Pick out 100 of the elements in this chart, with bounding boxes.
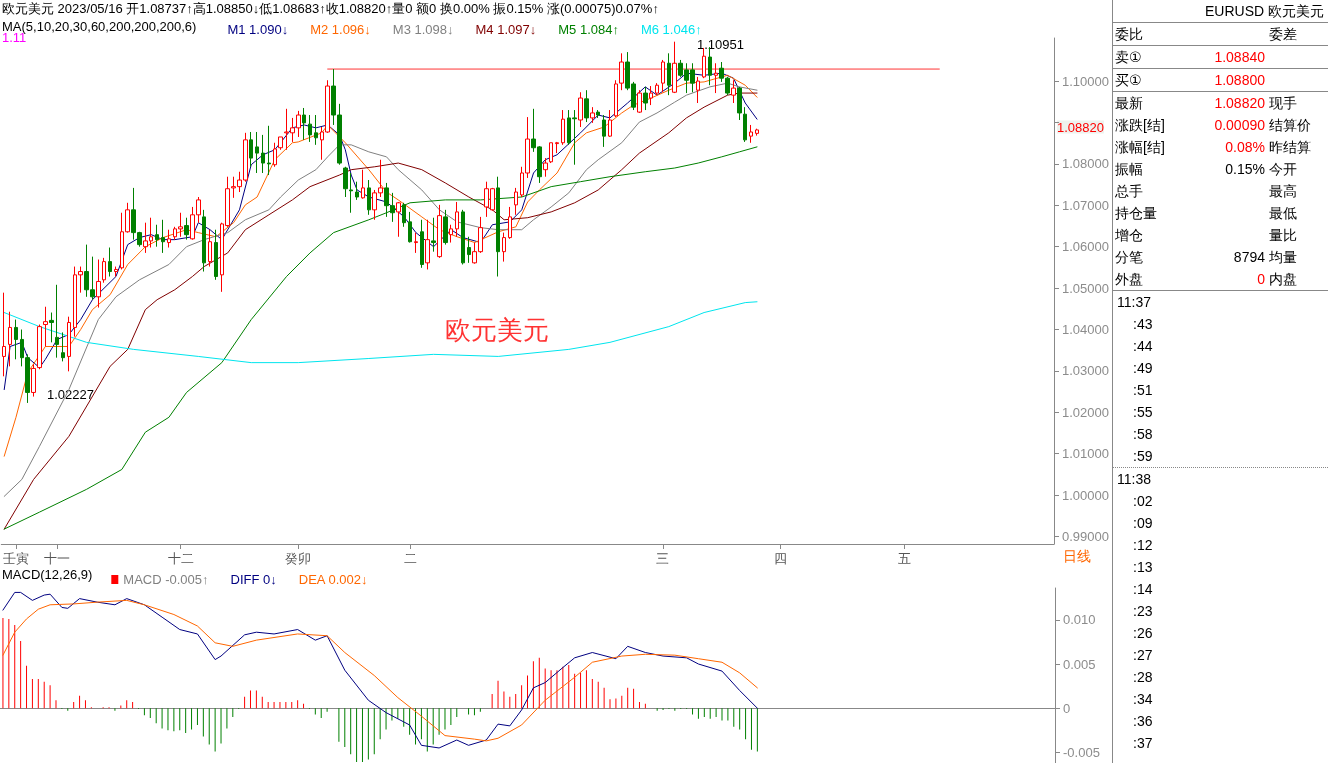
candlestick — [55, 284, 59, 359]
candlestick — [43, 306, 48, 347]
y-tick-label: 1.01000 — [1062, 446, 1110, 462]
text: 0 — [1256, 270, 1266, 289]
text: :28 — [1132, 668, 1154, 687]
legend-label: MACD -0.005↑ — [123, 572, 209, 587]
line-series — [3, 301, 758, 364]
candlestick — [367, 179, 371, 216]
text: 昨结算 — [1269, 138, 1312, 157]
candlestick — [343, 166, 348, 198]
y-tick-label: 1.08000 — [1062, 156, 1110, 172]
candlestick — [702, 47, 706, 79]
line-series — [3, 72, 758, 391]
y-tick-label: 1.05000 — [1062, 280, 1110, 296]
text: 11:38 — [1116, 470, 1152, 489]
y-tick-label: 1.10000 — [1062, 73, 1110, 89]
text: 涨跌[结] — [1115, 116, 1166, 135]
y-tick-label: 1.03000 — [1062, 363, 1110, 379]
candlestick — [108, 247, 112, 278]
text: :36 — [1132, 712, 1154, 731]
text: :49 — [1132, 359, 1154, 378]
text: 委差 — [1269, 25, 1298, 44]
text: 1.08840 — [1213, 48, 1266, 67]
text: 最新 — [1115, 94, 1144, 113]
candlestick — [96, 259, 101, 309]
candlestick — [278, 136, 283, 151]
x-tick-label: 十二 — [167, 551, 194, 566]
candlestick — [261, 134, 265, 174]
text: 最高 — [1269, 182, 1298, 201]
y-tick-label: -0.005 — [1063, 744, 1100, 760]
candlestick — [102, 257, 106, 284]
candlestick — [349, 172, 353, 214]
candlestick — [543, 157, 548, 178]
candlestick — [355, 181, 359, 201]
text: M2 1.096↓ — [310, 22, 371, 37]
candlestick — [590, 106, 595, 124]
candlestick — [637, 89, 642, 114]
text: 内盘 — [1269, 270, 1298, 289]
candlestick — [467, 236, 471, 264]
text: DEA 0.002↓ — [298, 572, 368, 587]
candlestick — [443, 209, 448, 246]
candlestick — [549, 142, 553, 164]
text: 1.08820 — [1213, 94, 1266, 113]
text: 委比 — [1115, 25, 1144, 44]
text: :34 — [1132, 690, 1154, 709]
text: M6 1.046↑ — [640, 22, 702, 37]
text: 现手 — [1269, 94, 1298, 113]
candlestick — [502, 232, 506, 263]
candlestick — [596, 109, 600, 119]
text: M5 1.084↑ — [558, 22, 619, 37]
candlestick — [749, 124, 753, 144]
candlestick — [155, 224, 159, 248]
text: 持仓量 — [1115, 204, 1158, 223]
candlestick — [49, 312, 54, 343]
candlestick — [578, 91, 583, 128]
y-tick-label: 0.005 — [1063, 656, 1096, 672]
text: :51 — [1132, 381, 1154, 400]
candlestick — [308, 114, 312, 143]
text: :09 — [1132, 514, 1154, 533]
text: :02 — [1132, 492, 1154, 511]
candlestick — [696, 76, 700, 104]
candlestick — [431, 217, 436, 253]
text: :12 — [1132, 536, 1154, 555]
candlestick — [14, 319, 18, 360]
text: 最低 — [1269, 204, 1298, 223]
candlestick — [655, 82, 659, 96]
text: :59 — [1113, 445, 1328, 468]
text: 11:37 — [1116, 293, 1152, 312]
candlestick — [31, 363, 36, 398]
legend-title: MACD(12,26,9) — [2, 567, 93, 582]
candlestick — [425, 219, 430, 270]
candlestick — [661, 59, 665, 93]
text: 量比 — [1269, 226, 1298, 245]
candlestick — [255, 131, 259, 174]
candlestick — [37, 324, 42, 370]
text: 1.08820 — [1057, 119, 1104, 135]
text: 0.08% — [1224, 138, 1266, 157]
x-tick-label: 五 — [897, 551, 911, 566]
x-tick-label: 十一 — [44, 551, 71, 566]
candlestick — [667, 52, 671, 96]
candlestick — [672, 41, 677, 94]
text: :26 — [1132, 624, 1154, 643]
annotation: 1.10951 — [697, 36, 744, 52]
candlestick — [437, 204, 442, 259]
candlestick — [449, 224, 453, 244]
text: :37 — [1132, 734, 1154, 753]
candlestick — [402, 202, 406, 228]
candlestick — [208, 229, 212, 268]
text: M1 1.090↓ — [227, 22, 289, 37]
text: 外盘 — [1115, 270, 1144, 289]
candlestick — [755, 128, 759, 137]
candlestick — [67, 316, 71, 372]
y-tick-label: 0.99000 — [1062, 529, 1110, 545]
candlestick — [737, 86, 742, 121]
candlestick — [202, 209, 206, 273]
y-tick-label: 1.06000 — [1062, 239, 1110, 255]
candlestick — [461, 209, 465, 265]
candlestick — [608, 109, 612, 138]
candlestick — [184, 217, 189, 241]
text: M4 1.097↓ — [475, 22, 537, 37]
